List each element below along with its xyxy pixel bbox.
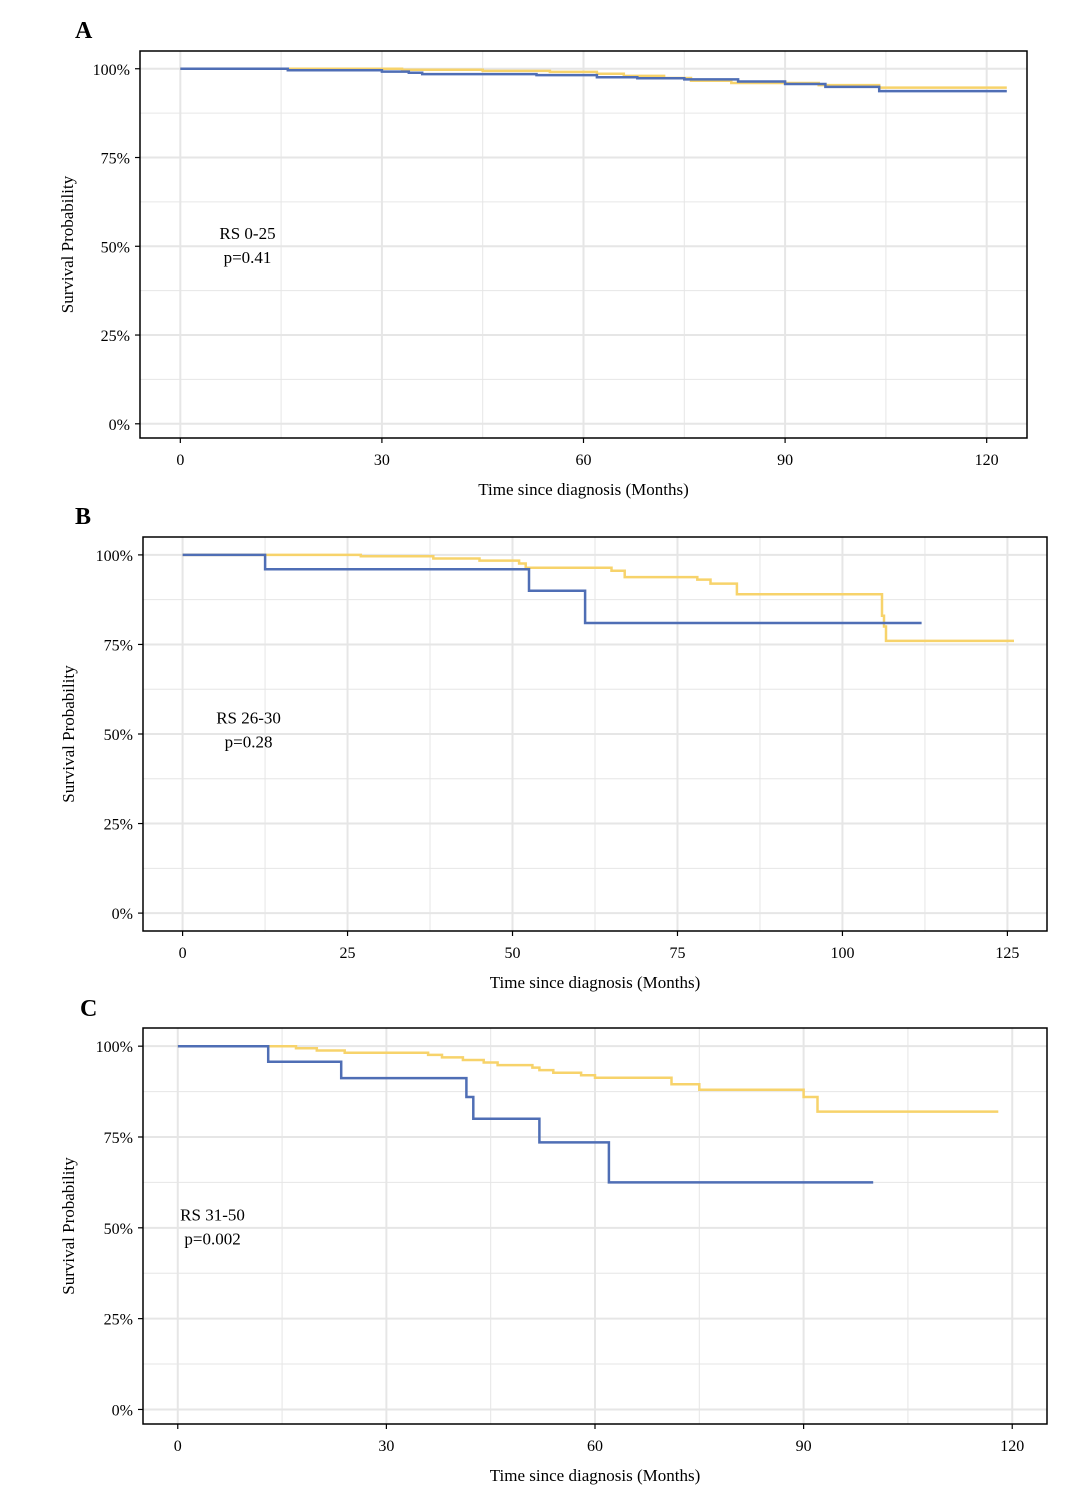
p-value-annotation: p=0.41 (224, 248, 272, 267)
survival-curve-2 (177, 1044, 874, 1184)
p-value-annotation: p=0.002 (184, 1230, 240, 1249)
x-tick-label: 120 (975, 452, 999, 469)
chart-panel-c: 0% 25% 50% 75% 100% 0 30 60 90 120 Time since diag… (59, 996, 1048, 1485)
x-axis-title: Time since diagnosis (Months) (490, 973, 700, 992)
y-tick-label: 75% (104, 1130, 133, 1147)
group-annotation: RS 31-50 (180, 1206, 245, 1225)
survival-curve-1 (177, 1044, 999, 1113)
panel-label: A (75, 18, 93, 44)
x-tick-label: 90 (796, 1438, 812, 1455)
survival-curve-1 (182, 553, 1014, 643)
y-tick-label: 25% (104, 1312, 133, 1329)
y-axis-title: Survival Probability (58, 175, 77, 313)
y-tick-label: 50% (104, 727, 133, 744)
group-annotation: RS 26-30 (216, 708, 281, 727)
y-tick-label: 100% (93, 62, 130, 79)
x-tick-label: 0 (174, 1438, 182, 1455)
y-tick-label: 50% (101, 239, 130, 256)
y-tick-label: 0% (109, 417, 130, 434)
panel-label: B (75, 504, 91, 530)
x-axis-title: Time since diagnosis (Months) (490, 1466, 700, 1485)
y-tick-label: 75% (104, 637, 133, 654)
x-tick-label: 60 (576, 452, 592, 469)
x-tick-label: 0 (179, 945, 187, 962)
x-tick-label: 75 (669, 945, 685, 962)
y-tick-label: 0% (112, 1402, 133, 1419)
y-tick-label: 0% (112, 906, 133, 923)
chart-panel-b: 0% 25% 50% 75% 100% 0 25 50 75 100 125 Time since d… (59, 504, 1048, 992)
group-annotation: RS 0-25 (219, 224, 275, 243)
x-tick-label: 120 (1000, 1438, 1024, 1455)
chart-panel-a: 0% 25% 50% 75% 100% 0 30 60 90 120 Time since diag… (58, 18, 1028, 499)
y-axis-title: Survival Probability (59, 1157, 78, 1295)
y-tick-label: 100% (96, 548, 133, 565)
x-tick-label: 100 (830, 945, 854, 962)
y-tick-label: 25% (104, 817, 133, 834)
x-tick-label: 30 (374, 452, 390, 469)
y-axis-title: Survival Probability (59, 665, 78, 803)
y-tick-label: 25% (101, 328, 130, 345)
x-tick-label: 50 (505, 945, 521, 962)
y-tick-label: 100% (96, 1039, 133, 1056)
p-value-annotation: p=0.28 (225, 732, 273, 751)
x-tick-label: 30 (378, 1438, 394, 1455)
x-tick-label: 90 (777, 452, 793, 469)
panel-label: C (80, 996, 97, 1022)
y-tick-label: 50% (104, 1221, 133, 1238)
y-tick-label: 75% (101, 151, 130, 168)
survival-curve-2 (182, 553, 922, 625)
survival-curve-2 (180, 67, 1007, 93)
x-tick-label: 0 (176, 452, 184, 469)
x-axis-title: Time since diagnosis (Months) (478, 480, 688, 499)
x-tick-label: 25 (340, 945, 356, 962)
x-tick-label: 125 (995, 945, 1019, 962)
x-tick-label: 60 (587, 1438, 603, 1455)
